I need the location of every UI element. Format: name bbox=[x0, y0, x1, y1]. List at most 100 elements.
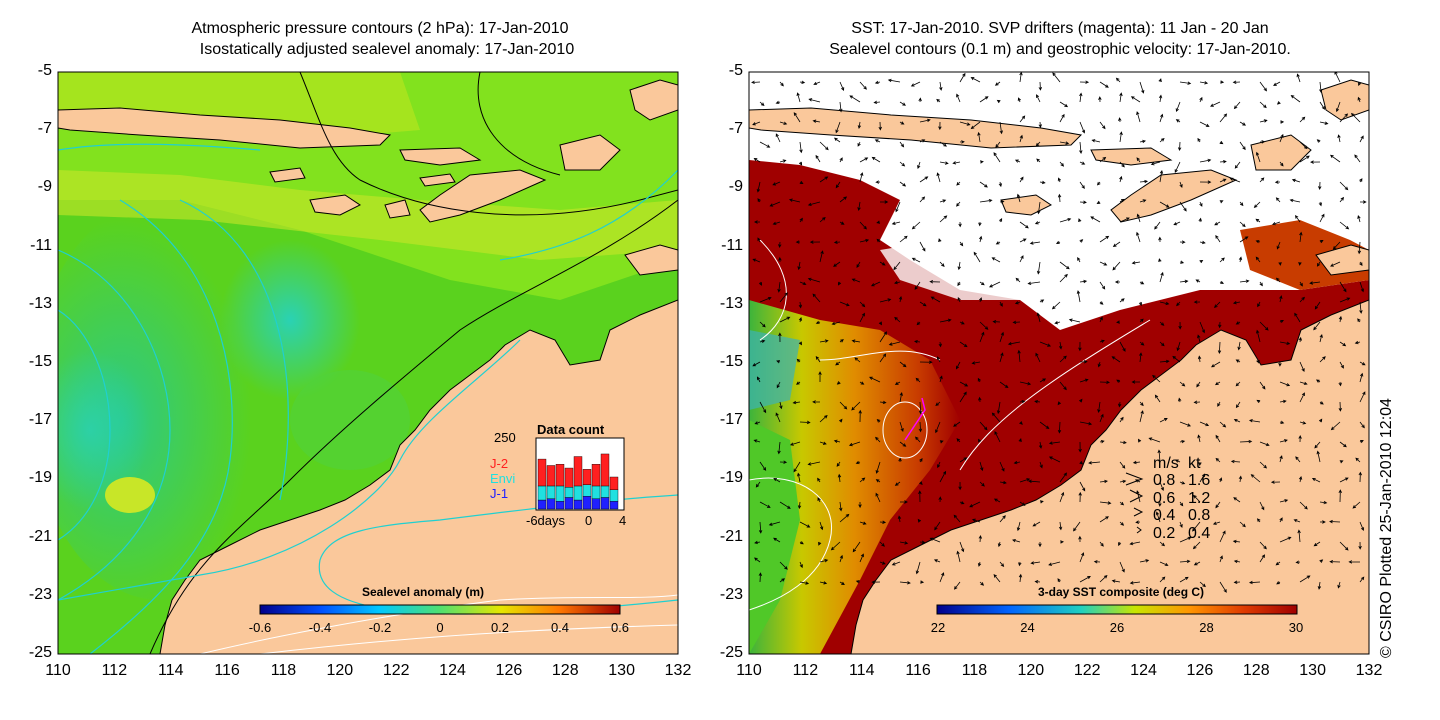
velocity-legend-arrows bbox=[1125, 472, 1144, 534]
velocity-vector bbox=[851, 401, 861, 411]
velocity-vector bbox=[1159, 170, 1164, 183]
velocity-vector bbox=[756, 181, 761, 193]
inset-bar-envi bbox=[609, 489, 619, 502]
velocity-vector bbox=[1057, 193, 1062, 203]
velocity-vector bbox=[1159, 271, 1164, 283]
velocity-vector bbox=[919, 360, 933, 364]
velocity-vector bbox=[1172, 355, 1181, 363]
velocity-vector bbox=[1235, 321, 1241, 325]
velocity-vector bbox=[1299, 281, 1303, 287]
velocity-vector bbox=[993, 498, 1001, 503]
velocity-vector bbox=[1259, 81, 1268, 92]
velocity-vector bbox=[1099, 156, 1107, 163]
velocity-vector bbox=[979, 96, 989, 103]
velocity-vector bbox=[1290, 94, 1301, 103]
velocity-vector bbox=[1219, 581, 1227, 593]
velocity-vector bbox=[1159, 418, 1168, 423]
velocity-vector bbox=[775, 133, 781, 143]
velocity-vector bbox=[1150, 161, 1161, 166]
velocity-vector bbox=[773, 537, 781, 543]
velocity-vector bbox=[1099, 501, 1112, 505]
velocity-vector bbox=[1316, 450, 1321, 463]
velocity-vector bbox=[1299, 575, 1311, 583]
velocity-vector bbox=[839, 339, 844, 343]
velocity-vector bbox=[958, 481, 962, 491]
velocity-vector bbox=[1199, 201, 1203, 207]
velocity-vector bbox=[1139, 81, 1145, 94]
velocity-vector bbox=[1079, 421, 1093, 426]
velocity-vector bbox=[937, 461, 941, 469]
velocity-vector bbox=[1179, 481, 1186, 485]
velocity-vector bbox=[934, 521, 941, 531]
velocity-vector bbox=[1332, 241, 1341, 250]
inset-bar-j2 bbox=[609, 476, 619, 491]
velocity-vector bbox=[1248, 419, 1261, 423]
velocity-vector bbox=[1239, 121, 1247, 126]
velocity-vector bbox=[1233, 497, 1241, 503]
sla-colorbar-tick: 0.2 bbox=[490, 620, 510, 635]
velocity-vector bbox=[798, 341, 802, 346]
velocity-vector bbox=[936, 356, 941, 363]
velocity-vector bbox=[819, 216, 826, 223]
velocity-vector bbox=[1036, 94, 1041, 103]
velocity-vector bbox=[1019, 399, 1026, 404]
velocity-vector bbox=[1319, 559, 1324, 563]
velocity-vector bbox=[999, 381, 1009, 389]
velocity-vector bbox=[1078, 218, 1082, 223]
velocity-vector bbox=[1359, 421, 1365, 429]
velocity-vector bbox=[1329, 559, 1341, 564]
velocity-vector bbox=[897, 515, 902, 523]
velocity-vector bbox=[979, 421, 988, 431]
velocity-vector bbox=[1214, 221, 1221, 226]
velocity-vector bbox=[1256, 329, 1261, 343]
x-tick-label: 128 bbox=[551, 662, 579, 679]
velocity-vector bbox=[1359, 281, 1365, 293]
velocity-vector bbox=[835, 361, 841, 366]
velocity-vector bbox=[1219, 280, 1225, 284]
velocity-vector bbox=[1259, 101, 1267, 109]
velocity-vector bbox=[1016, 521, 1021, 532]
inset-x-mid: 0 bbox=[585, 513, 593, 528]
velocity-vector bbox=[1279, 455, 1283, 463]
velocity-vector bbox=[854, 357, 861, 363]
velocity-vector bbox=[798, 317, 803, 323]
x-tick-label: 124 bbox=[439, 662, 466, 679]
velocity-vector bbox=[1339, 361, 1344, 369]
velocity-vector bbox=[1131, 261, 1141, 265]
velocity-vector bbox=[1339, 541, 1349, 551]
velocity-vector bbox=[1299, 392, 1305, 403]
velocity-vector bbox=[1052, 72, 1061, 83]
velocity-vector bbox=[835, 181, 841, 189]
velocity-vector bbox=[1339, 181, 1349, 191]
sla-colorbar-tick: -0.4 bbox=[308, 620, 332, 635]
velocity-vector bbox=[1038, 81, 1043, 91]
velocity-vector bbox=[911, 221, 921, 230]
velocity-vector bbox=[1139, 179, 1149, 184]
velocity-vector bbox=[996, 99, 1001, 104]
velocity-vector bbox=[935, 401, 941, 406]
y-tick-label: -7 bbox=[37, 120, 52, 138]
velocity-vector bbox=[991, 412, 1001, 423]
velocity-vector bbox=[938, 496, 942, 503]
velocity-vector bbox=[879, 353, 887, 363]
velocity-vector bbox=[1295, 214, 1301, 223]
velocity-vector bbox=[1079, 121, 1086, 134]
velocity-vector bbox=[1139, 139, 1147, 144]
velocity-vector bbox=[879, 261, 886, 266]
velocity-vector bbox=[1354, 340, 1361, 345]
velocity-vector bbox=[1330, 421, 1341, 431]
velocity-vector bbox=[1119, 161, 1125, 168]
velocity-vector bbox=[779, 401, 783, 410]
velocity-vector bbox=[835, 121, 841, 134]
velocity-vector bbox=[1235, 381, 1241, 387]
velocity-vector bbox=[789, 441, 801, 446]
inset-bar-envi bbox=[546, 485, 556, 499]
velocity-vector bbox=[1079, 181, 1085, 189]
velocity-vector bbox=[1239, 521, 1246, 528]
velocity-legend-header-ms: m/s bbox=[1153, 455, 1179, 472]
velocity-vector bbox=[875, 479, 881, 483]
velocity-vector bbox=[977, 377, 981, 383]
velocity-vector bbox=[999, 121, 1003, 135]
velocity-vector bbox=[1198, 217, 1202, 223]
velocity-vector bbox=[1359, 521, 1365, 531]
